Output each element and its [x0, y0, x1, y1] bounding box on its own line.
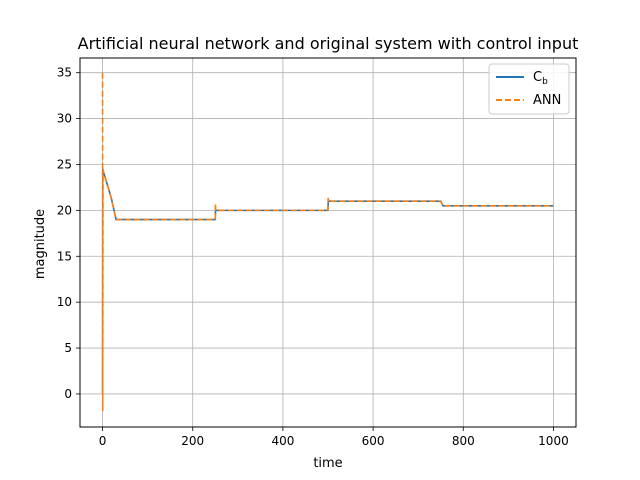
y-tick-label: 30 [57, 112, 72, 126]
ticks: 0 200 400 600 800 1000 0 5 10 15 20 25 30 35 [57, 66, 569, 448]
x-axis-label: time [313, 456, 342, 471]
legend-label-cb-sub: b [542, 77, 548, 87]
legend-label-cb: Cb [533, 70, 548, 87]
y-tick-label: 20 [57, 203, 72, 217]
y-tick-label: 15 [57, 249, 72, 263]
y-tick-label: 10 [57, 295, 72, 309]
plot-frame [79, 57, 577, 428]
y-tick-label: 5 [64, 341, 72, 355]
x-tick-label: 800 [452, 434, 475, 448]
x-tick-label: 600 [362, 434, 385, 448]
y-tick-label: 25 [57, 157, 72, 171]
legend-label-ann: ANN [533, 93, 561, 108]
y-axis-label: magnitude [33, 209, 48, 279]
series-line-cb [101, 168, 554, 394]
x-tick-label: 0 [99, 434, 107, 448]
series-layer [101, 72, 554, 412]
chart-title: Artificial neural network and original s… [78, 34, 579, 53]
legend: Cb ANN [488, 63, 570, 115]
y-tick-label: 35 [57, 66, 72, 80]
x-tick-label: 200 [181, 434, 204, 448]
series-line-ann [101, 72, 554, 412]
legend-label-cb-base: C [533, 70, 542, 85]
x-tick-label: 1000 [538, 434, 569, 448]
x-tick-label: 400 [271, 434, 294, 448]
y-tick-label: 0 [64, 387, 72, 401]
